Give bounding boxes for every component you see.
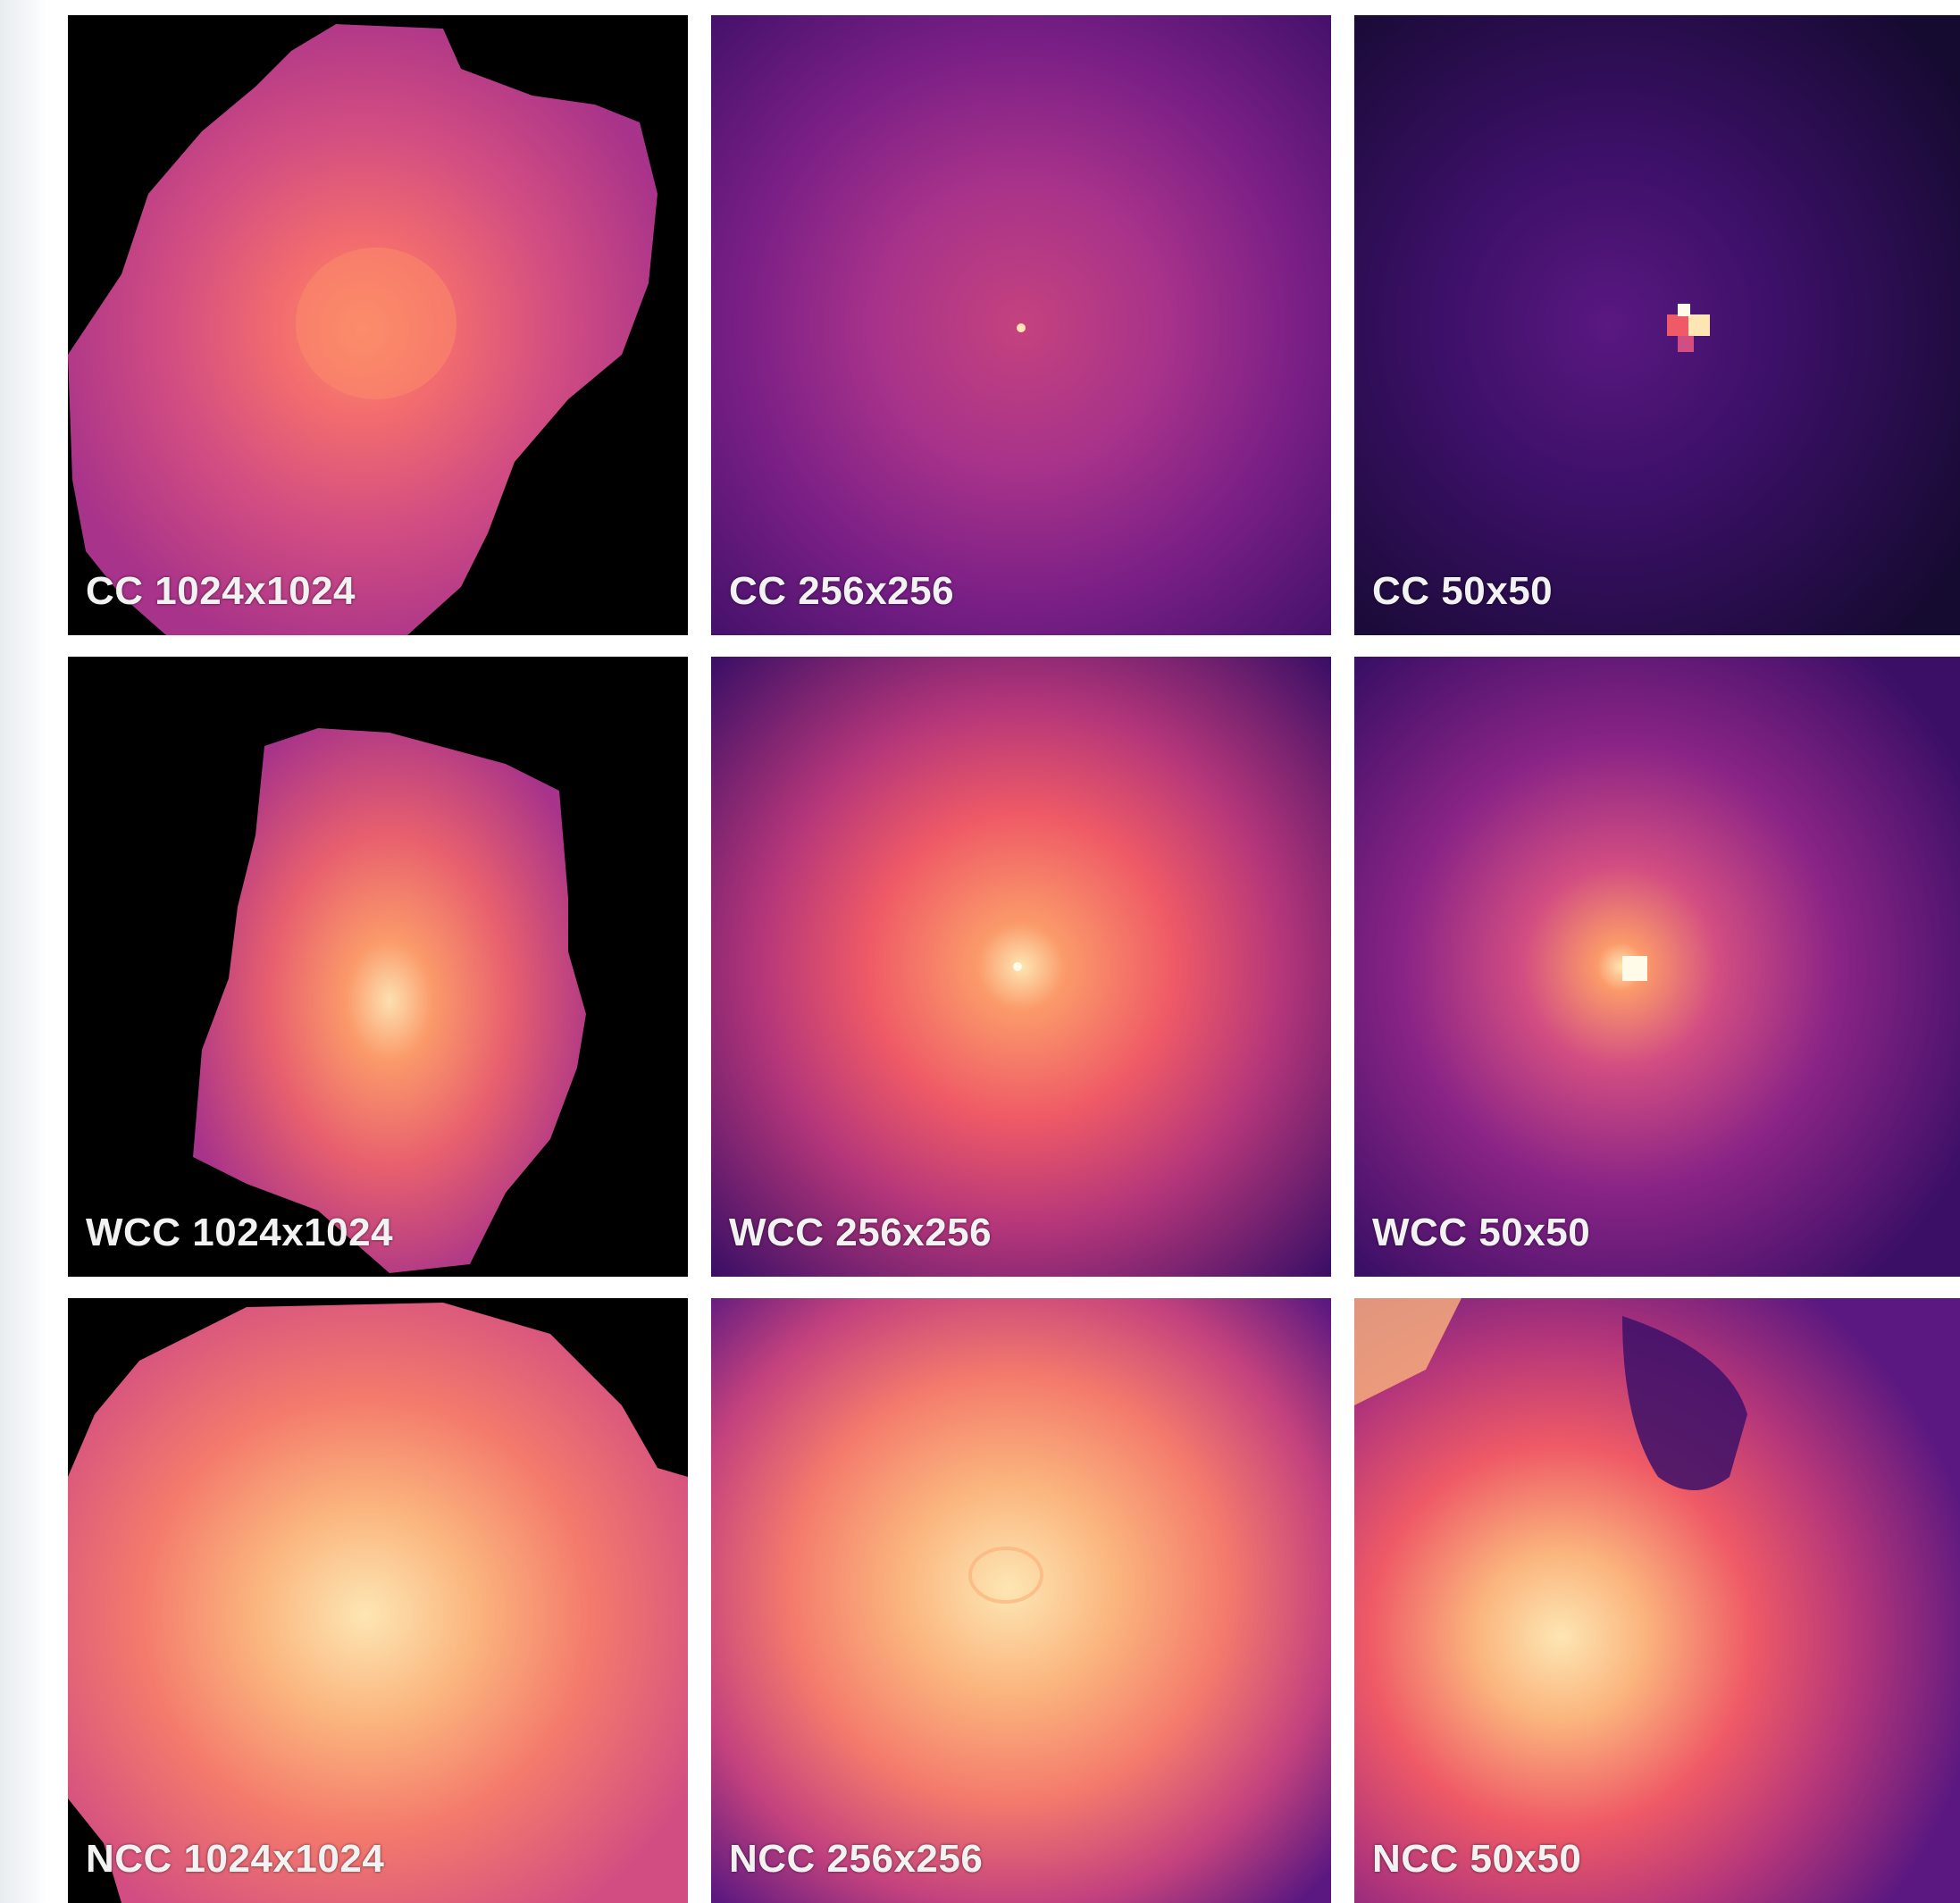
panel-cc-256: CC 256x256 — [711, 15, 1331, 635]
panel-wcc-50: WCC 50x50 — [1354, 657, 1960, 1277]
ncc-1024-map — [68, 1298, 688, 1903]
panel-ncc-50: NCC 50x50 — [1354, 1298, 1960, 1903]
panel-ncc-256: NCC 256x256 — [711, 1298, 1331, 1903]
panel-label: CC 50x50 — [1372, 569, 1554, 613]
ncc-50-map — [1354, 1298, 1960, 1903]
panel-cc-50: CC 50x50 — [1354, 15, 1960, 635]
panel-label: CC 256x256 — [729, 569, 955, 613]
panel-label: WCC 1024x1024 — [86, 1211, 394, 1254]
panel-label: CC 1024x1024 — [86, 569, 356, 613]
wcc-256-map — [711, 657, 1331, 1277]
panel-label: NCC 1024x1024 — [86, 1837, 385, 1881]
panel-wcc-256: WCC 256x256 — [711, 657, 1331, 1277]
panel-ncc-1024: NCC 1024x1024 — [68, 1298, 688, 1903]
left-margin-shade — [0, 0, 46, 1903]
cc-1024-map — [68, 15, 688, 635]
panel-label: WCC 50x50 — [1372, 1211, 1591, 1254]
ncc-256-map — [711, 1298, 1331, 1903]
panel-label: NCC 256x256 — [729, 1837, 984, 1881]
panel-cc-1024: CC 1024x1024 — [68, 15, 688, 635]
panel-wcc-1024: WCC 1024x1024 — [68, 657, 688, 1277]
wcc-1024-map — [68, 657, 688, 1277]
cc-256-map — [711, 15, 1331, 635]
panel-label: NCC 50x50 — [1372, 1837, 1582, 1881]
panel-label: WCC 256x256 — [729, 1211, 993, 1254]
wcc-50-map — [1354, 657, 1960, 1277]
cc-50-map — [1354, 15, 1960, 635]
image-grid: CC 1024x1024 CC 256x256 — [68, 15, 1960, 1903]
